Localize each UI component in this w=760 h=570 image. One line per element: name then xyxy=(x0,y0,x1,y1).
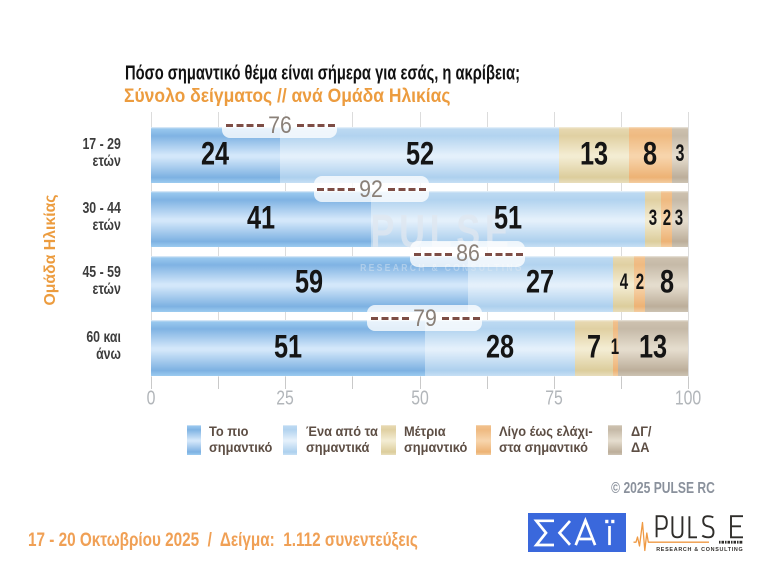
svg-text:RESEARCH & CONSULTING: RESEARCH & CONSULTING xyxy=(656,547,743,553)
